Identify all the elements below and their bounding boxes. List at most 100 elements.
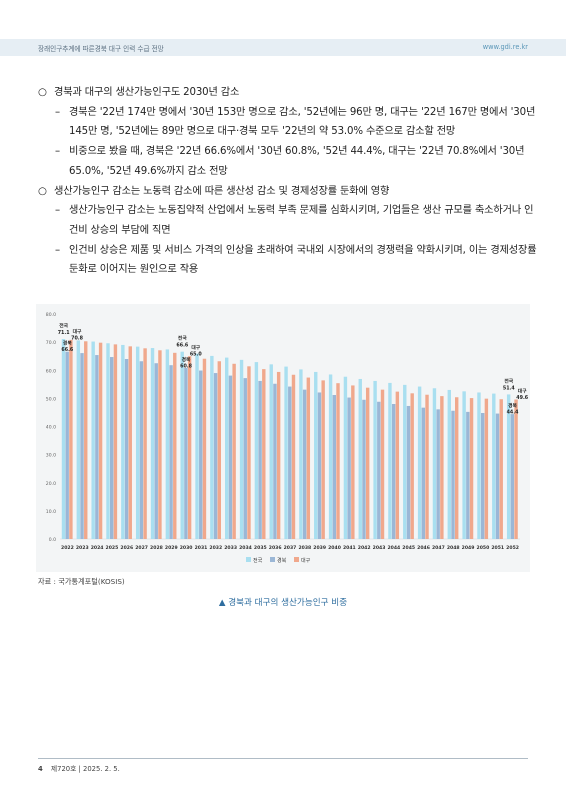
legend-swatch	[270, 557, 275, 562]
bar-2029-1	[169, 365, 173, 539]
bar-2022-0	[61, 339, 66, 539]
bar-2025-0	[106, 343, 110, 539]
bar-2028-0	[150, 348, 155, 539]
x-tick-label: 2033	[224, 545, 237, 551]
annotation-daegu-value: 65.0	[190, 352, 202, 358]
bar-2033-0	[225, 357, 229, 539]
bar-2026-1	[124, 359, 129, 539]
population-share-chart: 0.0 10.0 20.0 30.0 40.0 50.0 60.0 70.0 80.0 2022…	[46, 312, 529, 564]
bar-2037-0	[284, 366, 288, 539]
bar-2024-2	[98, 342, 103, 539]
bar-2031-2	[202, 358, 207, 539]
bar-2030-2	[187, 356, 192, 539]
x-tick-label: 2042	[358, 545, 371, 551]
bullet-2-text: 생산가능인구 감소는 노동력 감소에 따른 생산성 감소 및 경제성장률 둔화에…	[54, 185, 390, 197]
bar-2023-2	[84, 341, 88, 539]
bar-2045-2	[410, 393, 414, 539]
bar-2029-2	[173, 352, 177, 539]
bar-2023-0	[76, 340, 81, 539]
x-tick-label: 2035	[254, 545, 267, 551]
x-tick-label: 2041	[343, 545, 356, 551]
annotation-daegu-value: 70.8	[71, 335, 83, 341]
bar-2049-2	[469, 398, 474, 539]
bar-2022-1	[65, 351, 69, 539]
bar-2023-1	[80, 353, 84, 539]
bar-2033-2	[232, 363, 236, 539]
x-tick-label: 2037	[284, 545, 297, 551]
bar-2038-2	[306, 377, 311, 539]
bar-2045-1	[406, 405, 411, 539]
dash-marker: –	[55, 146, 60, 158]
x-tick-label: 2045	[402, 545, 415, 551]
bar-2024-1	[95, 355, 99, 539]
y-tick-label: 70.0	[46, 340, 56, 346]
bullet-2-sub-2: – 인건비 상승은 제품 및 서비스 가격의 인상을 초래하여 국내외 시장에서…	[38, 241, 538, 280]
bar-2048-2	[455, 397, 459, 539]
dash-marker: –	[55, 244, 60, 256]
bar-2035-2	[262, 369, 266, 539]
source-note: 자료 : 국가통계포털(KOSIS)	[38, 577, 125, 586]
bar-2045-0	[403, 384, 407, 539]
y-tick-label: 20.0	[46, 481, 56, 487]
bullet-1-sub-1-text: 경북은 '22년 174만 명에서 '30년 153만 명으로 감소, '52년…	[69, 106, 536, 138]
bar-2044-1	[391, 404, 396, 539]
bullet-2-sub-1-text: 생산가능인구 감소는 노동집약적 산업에서 노동력 부족 문제를 심화시키며, …	[69, 205, 534, 236]
dash-marker: –	[55, 205, 60, 217]
bar-2042-2	[365, 387, 370, 539]
bar-2038-1	[302, 389, 307, 539]
bullet-1: ○ 경북과 대구의 생산가능인구도 2030년 감소	[38, 83, 538, 103]
annotation-gyeongbuk-value: 44.4	[507, 410, 519, 416]
bullet-marker: ○	[38, 185, 47, 197]
bar-2032-0	[210, 355, 214, 539]
annotation-gyeongbuk-label: 경북	[63, 340, 72, 347]
bar-2031-0	[195, 353, 199, 539]
annotation-national-label: 전국	[504, 377, 513, 384]
x-tick-label: 2050	[477, 545, 490, 551]
x-tick-label: 2022	[61, 545, 74, 551]
bar-2036-1	[273, 383, 277, 539]
bar-2050-0	[477, 392, 481, 539]
body-text: ○ 경북과 대구의 생산가능인구도 2030년 감소 – 경북은 '22년 17…	[38, 83, 538, 280]
bullet-2: ○ 생산가능인구 감소는 노동력 감소에 따른 생산성 감소 및 경제성장률 둔…	[38, 182, 538, 202]
annotation-gyeongbuk-label: 경북	[182, 356, 191, 363]
bar-2047-2	[440, 396, 444, 539]
y-tick-label: 50.0	[46, 396, 56, 402]
annotation-gyeongbuk-value: 60.8	[180, 364, 192, 370]
annotation-national-label: 전국	[178, 335, 187, 342]
legend-swatch	[294, 557, 299, 562]
x-tick-label: 2049	[462, 545, 475, 551]
header-bar	[0, 39, 566, 56]
bar-2046-2	[425, 394, 429, 539]
y-tick-label: 10.0	[46, 509, 56, 515]
x-axis-labels: 2022 2023 2024 2025 2026 2027 2028 2029 2030 2031…	[61, 545, 519, 551]
bar-2026-2	[128, 346, 132, 539]
bar-2036-2	[276, 371, 281, 539]
bar-2032-1	[213, 373, 218, 539]
annotation-national-value: 66.6	[176, 343, 188, 349]
bullet-1-text: 경북과 대구의 생산가능인구도 2030년 감소	[54, 87, 240, 98]
annotation-daegu-label: 대구	[518, 388, 527, 395]
bar-2022-2	[69, 339, 73, 539]
x-tick-label: 2028	[150, 545, 163, 551]
chart-panel: 0.0 10.0 20.0 30.0 40.0 50.0 60.0 70.0 80.0 2022…	[36, 304, 530, 572]
bar-2048-0	[447, 389, 451, 539]
bar-2040-0	[328, 374, 333, 539]
annotation-national-label: 전국	[59, 322, 68, 329]
bar-2037-1	[288, 386, 292, 539]
bar-2025-1	[110, 357, 114, 539]
bar-2040-1	[332, 395, 336, 539]
bar-2046-1	[421, 407, 426, 539]
bars-group	[61, 339, 518, 539]
bar-2050-1	[480, 413, 485, 539]
bar-2041-0	[343, 376, 348, 539]
x-tick-label: 2032	[209, 545, 222, 551]
bar-2049-0	[462, 391, 466, 539]
legend-label: 대구	[301, 557, 311, 564]
bullet-2-sub-1: – 생산가능인구 감소는 노동집약적 산업에서 노동력 부족 문제를 심화시키며…	[38, 201, 538, 240]
bar-2039-0	[314, 371, 318, 539]
annotation-daegu-value: 49.6	[516, 395, 528, 401]
bar-2039-1	[317, 392, 322, 539]
bar-2031-1	[199, 370, 203, 539]
issue-info: 제720호 | 2025. 2. 5.	[50, 765, 120, 773]
legend-label: 경북	[277, 557, 287, 564]
